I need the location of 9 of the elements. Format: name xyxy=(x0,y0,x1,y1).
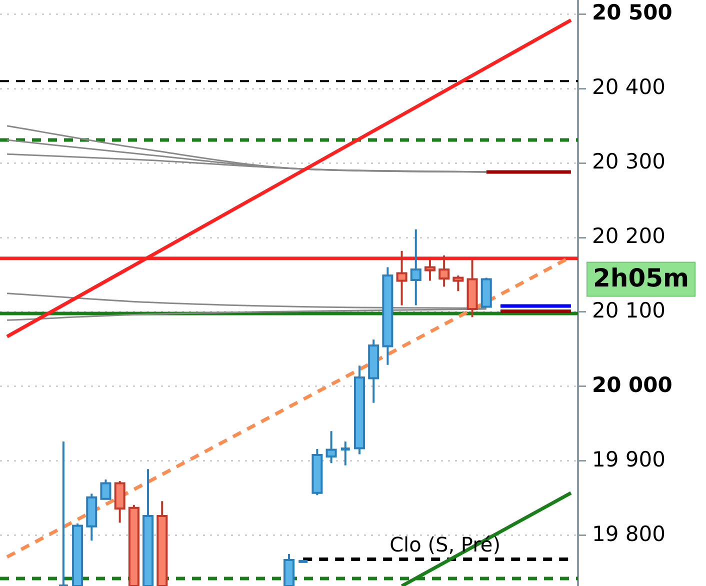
y-tick-label: 19 800 xyxy=(592,522,666,546)
y-tick-label: 20 000 xyxy=(592,372,672,397)
y-tick-label: 20 400 xyxy=(592,75,666,100)
y-tick-label: 20 200 xyxy=(592,224,666,248)
y-tick-label: 20 300 xyxy=(592,150,666,174)
text: 2h05m xyxy=(593,264,690,293)
y-tick-label: 20 100 xyxy=(592,298,666,322)
y-tick-label: 19 900 xyxy=(592,447,666,472)
y-tick-label: 20 500 xyxy=(592,0,672,25)
